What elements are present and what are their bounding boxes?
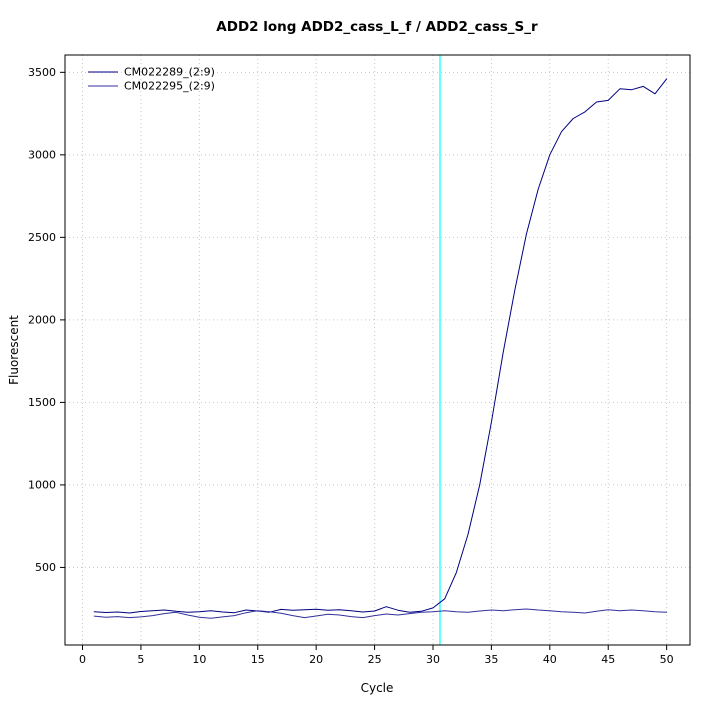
y-axis-tick-label: 3000 xyxy=(28,149,56,162)
y-axis-tick-label: 500 xyxy=(35,561,56,574)
y-axis-tick-label: 1000 xyxy=(28,479,56,492)
x-axis-tick-label: 50 xyxy=(660,653,674,666)
legend-label: CM022295_(2:9) xyxy=(124,80,215,93)
x-axis-tick-label: 0 xyxy=(79,653,86,666)
series-line-CM022289_(2:9) xyxy=(93,78,668,614)
x-axis-tick-label: 5 xyxy=(137,653,144,666)
x-axis-tick-label: 25 xyxy=(368,653,382,666)
x-axis-tick-label: 45 xyxy=(601,653,615,666)
x-axis-label: Cycle xyxy=(361,681,394,695)
legend-label: CM022289_(2:9) xyxy=(124,66,215,79)
y-axis-tick-label: 3500 xyxy=(28,66,56,79)
y-axis-tick-label: 2500 xyxy=(28,231,56,244)
chart-title: ADD2 long ADD2_cass_L_f / ADD2_cass_S_r xyxy=(216,19,538,35)
data-series xyxy=(93,78,668,619)
x-axis-tick-label: 15 xyxy=(251,653,265,666)
gridlines xyxy=(65,55,690,645)
axes: 0 5 10 15 20 25 30 35 40 45 50 500 1000 1500 2000 2500 3… xyxy=(28,54,691,666)
x-axis-tick-label: 20 xyxy=(309,653,323,666)
y-axis-tick-label: 2000 xyxy=(28,314,56,327)
legend: CM022289_(2:9)CM022295_(2:9) xyxy=(88,66,215,93)
y-axis-tick-label: 1500 xyxy=(28,396,56,409)
x-axis-tick-label: 35 xyxy=(484,653,498,666)
series-line-CM022295_(2:9) xyxy=(93,608,668,619)
x-axis-tick-label: 30 xyxy=(426,653,440,666)
x-axis-tick-label: 40 xyxy=(543,653,557,666)
x-axis-tick-label: 10 xyxy=(192,653,206,666)
plot-box xyxy=(64,54,691,646)
y-axis-label: Fluorescent xyxy=(7,315,21,385)
